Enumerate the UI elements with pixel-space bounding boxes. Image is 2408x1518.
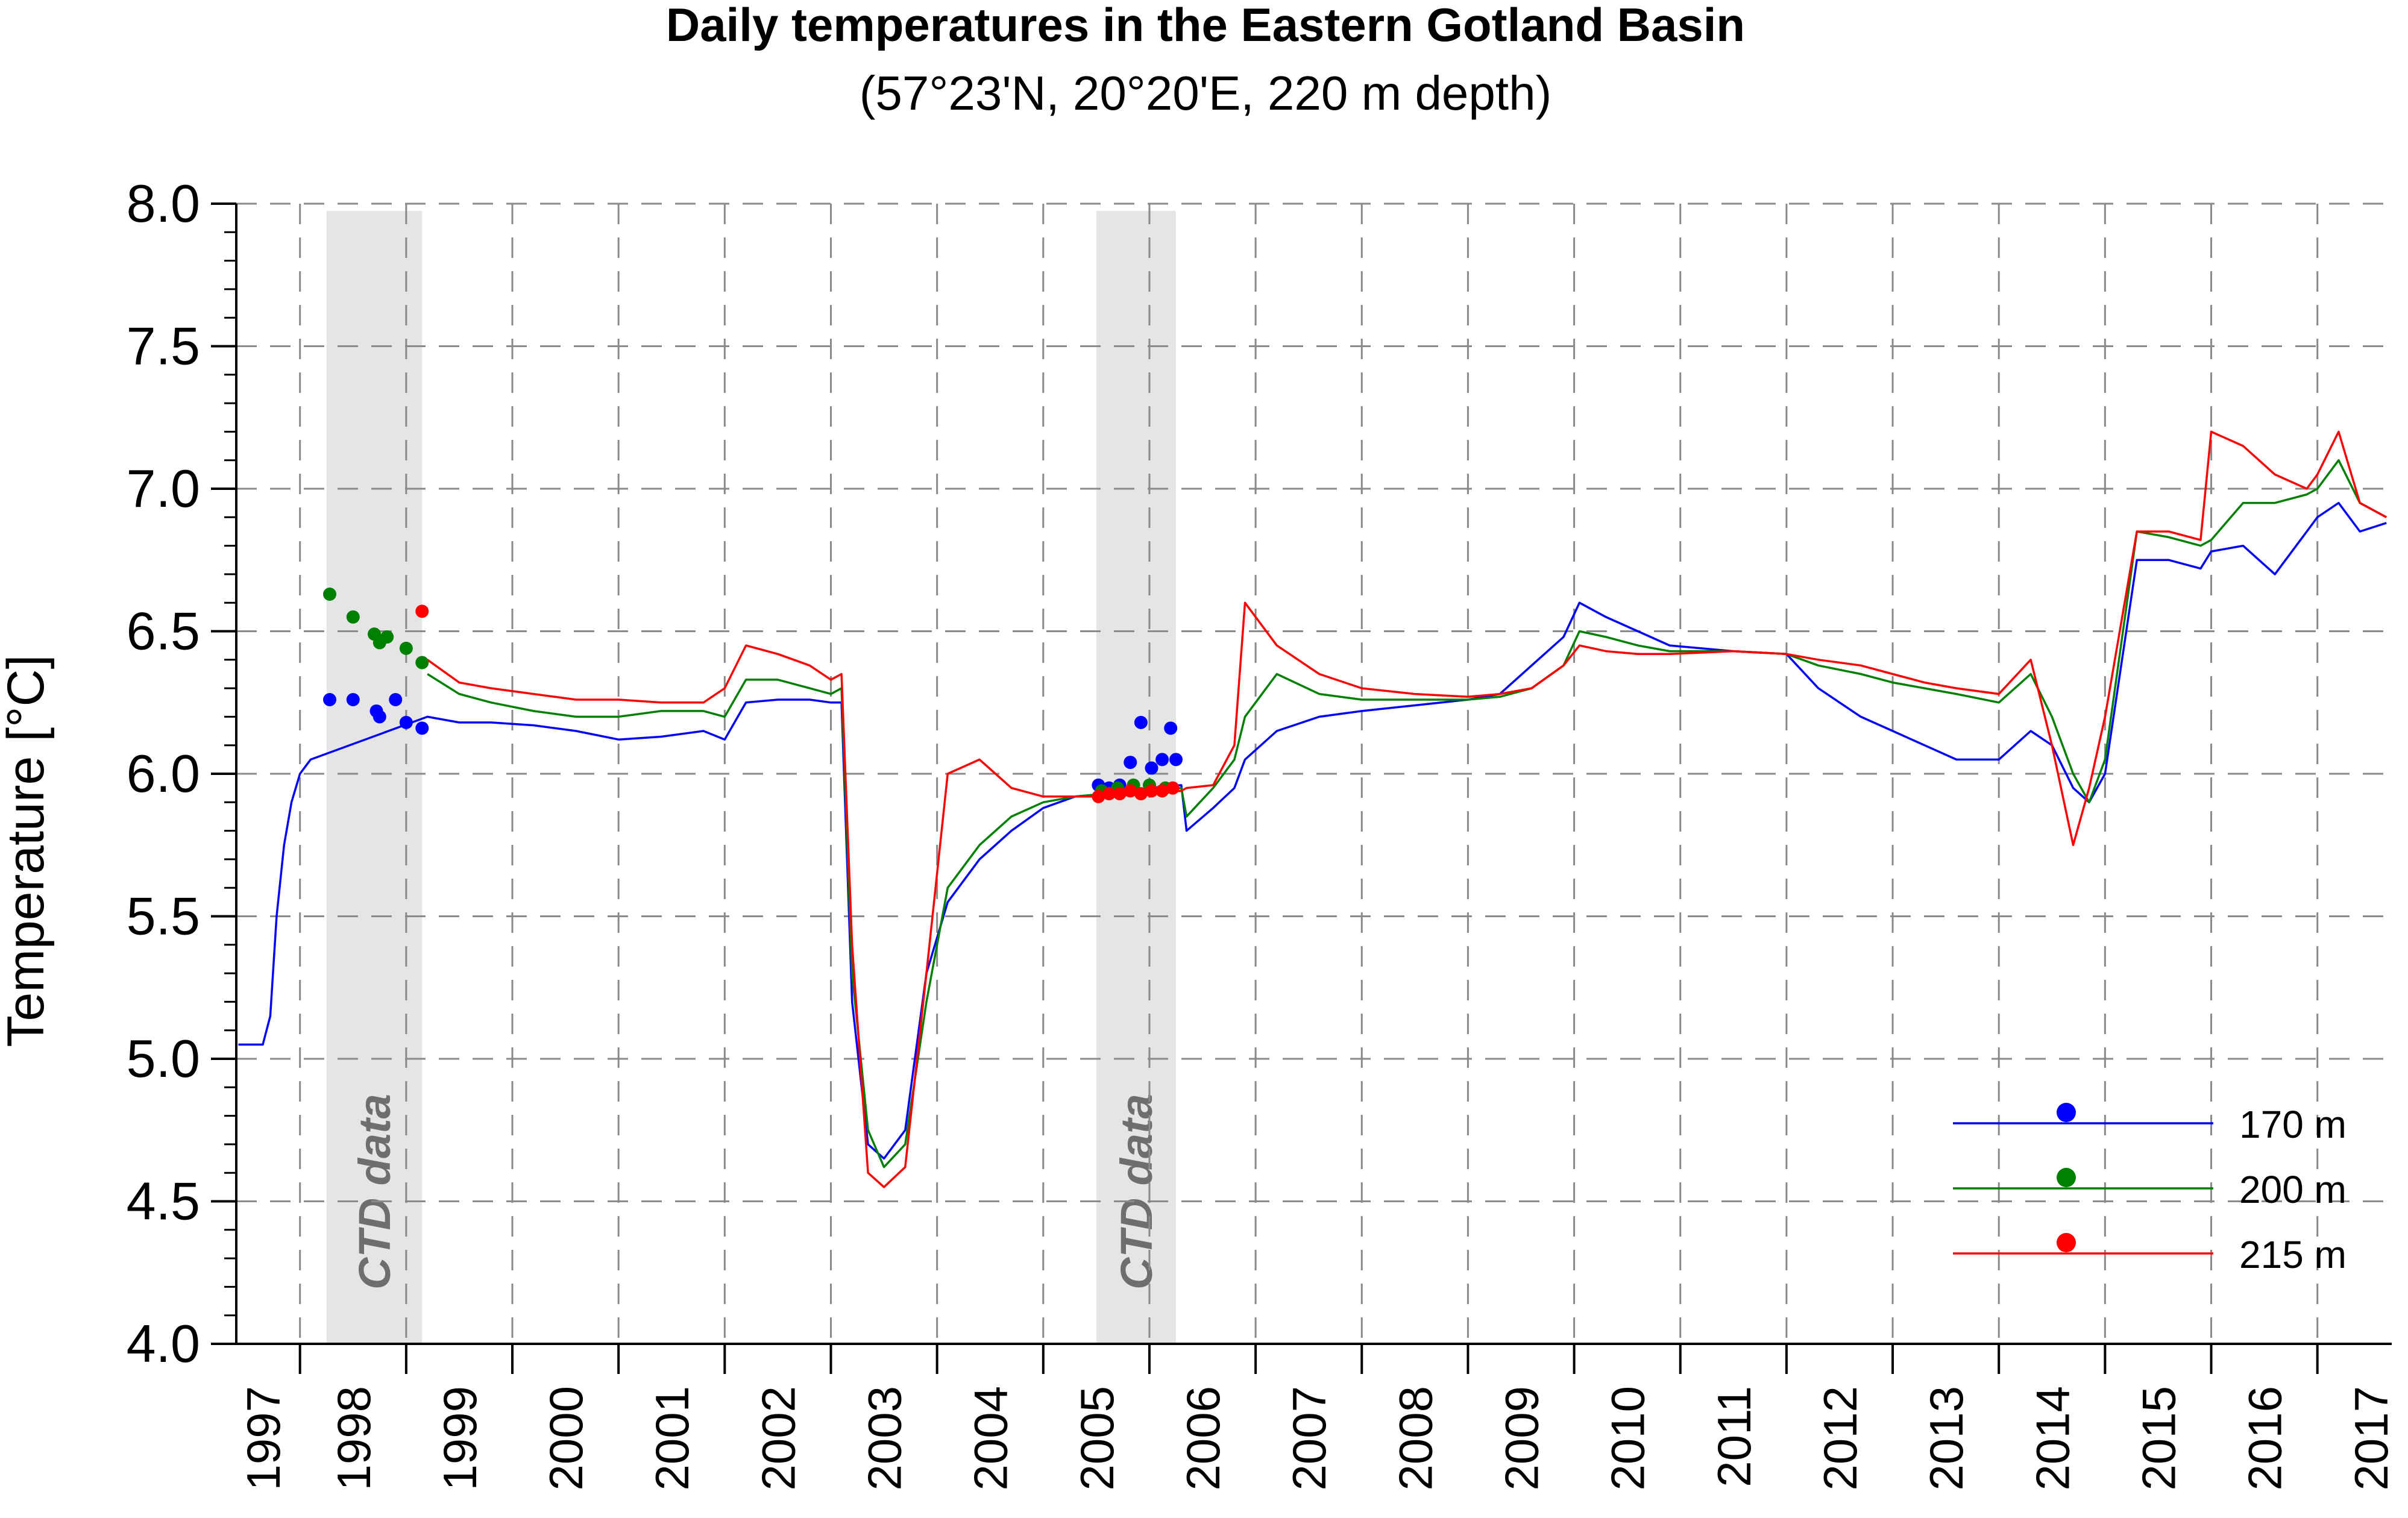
series-line-170m	[238, 501, 2387, 1160]
y-axis-label: Temperature [°C]	[0, 655, 55, 1047]
ctd-point-200m	[415, 656, 429, 670]
x-tick-label: 2009	[1495, 1386, 1548, 1491]
legend-label: 215 m	[2239, 1233, 2347, 1276]
legend-label: 170 m	[2239, 1103, 2347, 1146]
ctd-point-200m	[399, 641, 413, 655]
x-tick-label: 2001	[646, 1386, 699, 1491]
legend: 170 m 200 m 215 m	[1953, 1103, 2347, 1276]
x-tick-label: 2017	[2345, 1386, 2398, 1491]
series-lines	[238, 430, 2388, 1188]
ctd-point-170m	[1145, 761, 1158, 775]
ctd-point-170m	[415, 721, 429, 735]
ctd-point-200m	[323, 588, 337, 601]
legend-marker	[2057, 1103, 2076, 1122]
x-tick-label: 2008	[1389, 1386, 1442, 1491]
y-tick-label: 8.0	[127, 174, 200, 233]
y-tick-label: 7.5	[127, 316, 200, 376]
y-tick-label: 5.0	[127, 1029, 200, 1088]
ctd-point-215m	[1113, 787, 1127, 801]
ctd-point-170m	[323, 693, 337, 707]
ctd-point-170m	[1124, 756, 1137, 770]
legend-label: 200 m	[2239, 1168, 2347, 1211]
x-tick-label: 2004	[964, 1386, 1017, 1491]
y-tick-label: 4.0	[127, 1314, 200, 1373]
x-tick-label: 1999	[433, 1386, 486, 1491]
x-tick-label: 2003	[858, 1386, 911, 1491]
ctd-point-215m	[1166, 781, 1180, 795]
ctd-point-170m	[346, 693, 360, 707]
ctd-point-215m	[415, 604, 429, 618]
y-tick-label: 6.0	[127, 744, 200, 803]
ctd-points	[323, 588, 1183, 803]
chart-subtitle: (57°23'N, 20°20'E, 220 m depth)	[860, 66, 1552, 120]
x-tick-label: 1997	[237, 1386, 290, 1491]
series-line-215m	[427, 430, 2388, 1188]
grid-lines	[236, 202, 2392, 1344]
ctd-point-170m	[373, 710, 386, 724]
x-tick-label: 2007	[1283, 1386, 1336, 1491]
x-tick-label: 2010	[1602, 1386, 1655, 1491]
y-tick-label: 6.5	[127, 601, 200, 661]
legend-marker	[2057, 1168, 2076, 1187]
x-tick-label: 2014	[2026, 1386, 2079, 1491]
x-tick-label: 2015	[2132, 1386, 2185, 1491]
ctd-point-200m	[346, 610, 360, 624]
ctd-point-170m	[1164, 721, 1178, 735]
ctd-point-170m	[1169, 753, 1183, 767]
x-tick-label: 2012	[1814, 1386, 1867, 1491]
y-tick-label: 5.5	[127, 886, 200, 946]
ctd-point-215m	[1155, 784, 1169, 798]
x-tick-label: 2005	[1070, 1386, 1124, 1491]
ctd-point-215m	[1092, 789, 1105, 803]
series-line-200m	[427, 459, 2388, 1168]
ctd-point-170m	[1134, 715, 1148, 729]
ctd-point-200m	[380, 630, 394, 644]
chart-title: Daily temperatures in the Eastern Gotlan…	[666, 0, 1745, 51]
x-tick-label: 2000	[539, 1386, 593, 1491]
ctd-point-215m	[1145, 784, 1158, 798]
y-tick-label: 7.0	[127, 459, 200, 518]
x-tick-label: 2002	[752, 1386, 805, 1491]
ctd-region-label: CTD data	[1111, 1094, 1162, 1290]
ctd-point-170m	[389, 693, 403, 707]
x-tick-label: 2011	[1708, 1386, 1761, 1487]
ctd-region-label: CTD data	[350, 1094, 400, 1290]
x-tick-label: 2013	[1920, 1386, 1973, 1491]
ctd-shaded-region	[1096, 211, 1176, 1344]
ctd-point-215m	[1102, 787, 1116, 801]
x-tick-label: 1998	[327, 1386, 380, 1491]
ctd-shaded-regions: CTD data CTD data	[326, 211, 1176, 1344]
y-tick-label: 4.5	[127, 1171, 200, 1231]
x-tick-label: 2006	[1177, 1386, 1230, 1491]
ctd-point-215m	[1124, 784, 1137, 798]
ctd-point-170m	[399, 715, 413, 729]
x-tick-label: 2016	[2239, 1386, 2292, 1491]
ctd-point-215m	[1134, 787, 1148, 801]
axes: 4.0 4.5 5.0 5.5 6.0 6.5 7.0 7.5 8.0 1997 1998 1999 2…	[127, 174, 2398, 1491]
legend-marker	[2057, 1233, 2076, 1252]
ctd-point-170m	[1155, 753, 1169, 767]
